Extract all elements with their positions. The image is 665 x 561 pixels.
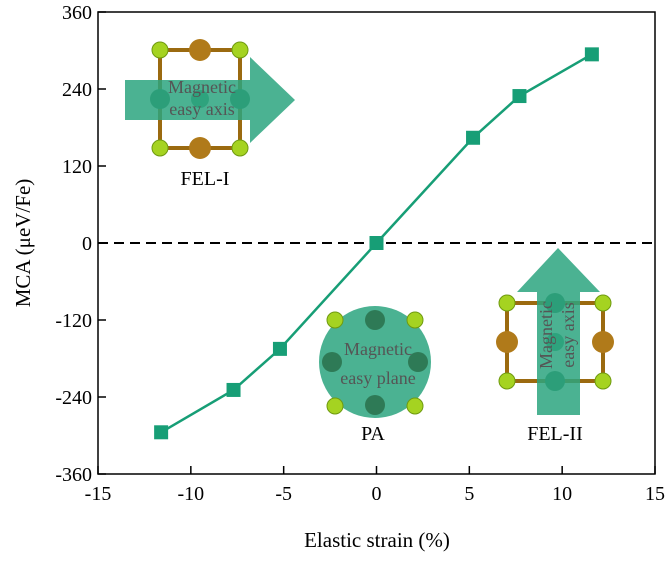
atom xyxy=(189,39,211,61)
arrow-label: Magnetic xyxy=(536,301,556,369)
arrow-label: easy plane xyxy=(340,368,415,388)
atom xyxy=(322,352,342,372)
atom xyxy=(327,312,343,328)
data-point xyxy=(466,131,480,145)
arrow-label: Magnetic xyxy=(168,77,236,97)
y-tick-label: 240 xyxy=(62,79,92,101)
atom xyxy=(499,373,515,389)
y-tick-label: -240 xyxy=(55,387,92,409)
data-point xyxy=(154,425,168,439)
atom xyxy=(232,42,248,58)
y-tick-label: 360 xyxy=(62,2,92,24)
chart: Elastic strain (%) MCA (μeV/Fe) FEL-I PA F… xyxy=(0,0,665,561)
atom xyxy=(189,137,211,159)
atom xyxy=(327,398,343,414)
atom xyxy=(595,295,611,311)
y-tick-label: 120 xyxy=(62,156,92,178)
y-axis-title: MCA (μeV/Fe) xyxy=(11,179,35,308)
x-tick-label: -15 xyxy=(85,483,112,505)
atom xyxy=(365,395,385,415)
atom xyxy=(365,310,385,330)
annotation: FEL-I xyxy=(181,168,230,190)
x-tick-label: 5 xyxy=(464,483,474,505)
atom xyxy=(152,42,168,58)
x-axis-title: Elastic strain (%) xyxy=(304,528,450,552)
annotation: FEL-II xyxy=(527,423,583,445)
atom xyxy=(496,331,518,353)
y-tick-label: -120 xyxy=(55,310,92,332)
annotation: PA xyxy=(361,423,385,445)
atom xyxy=(595,373,611,389)
data-point xyxy=(227,383,241,397)
arrow-label: easy axis xyxy=(169,99,234,119)
atom xyxy=(407,312,423,328)
atom xyxy=(592,331,614,353)
x-tick-label: 10 xyxy=(552,483,572,505)
y-tick-label: -360 xyxy=(55,464,92,486)
y-tick-label: 0 xyxy=(82,233,92,255)
arrow-label: easy axis xyxy=(558,302,578,367)
arrow-label: Magnetic xyxy=(344,339,412,359)
atom xyxy=(407,398,423,414)
x-tick-label: 0 xyxy=(372,483,382,505)
x-tick-label: -10 xyxy=(177,483,204,505)
data-point xyxy=(585,47,599,61)
data-point xyxy=(273,342,287,356)
x-tick-label: -5 xyxy=(275,483,292,505)
data-point xyxy=(370,236,384,250)
atom xyxy=(232,140,248,156)
x-tick-label: 15 xyxy=(645,483,665,505)
data-point xyxy=(512,89,526,103)
atom xyxy=(152,140,168,156)
atom xyxy=(499,295,515,311)
